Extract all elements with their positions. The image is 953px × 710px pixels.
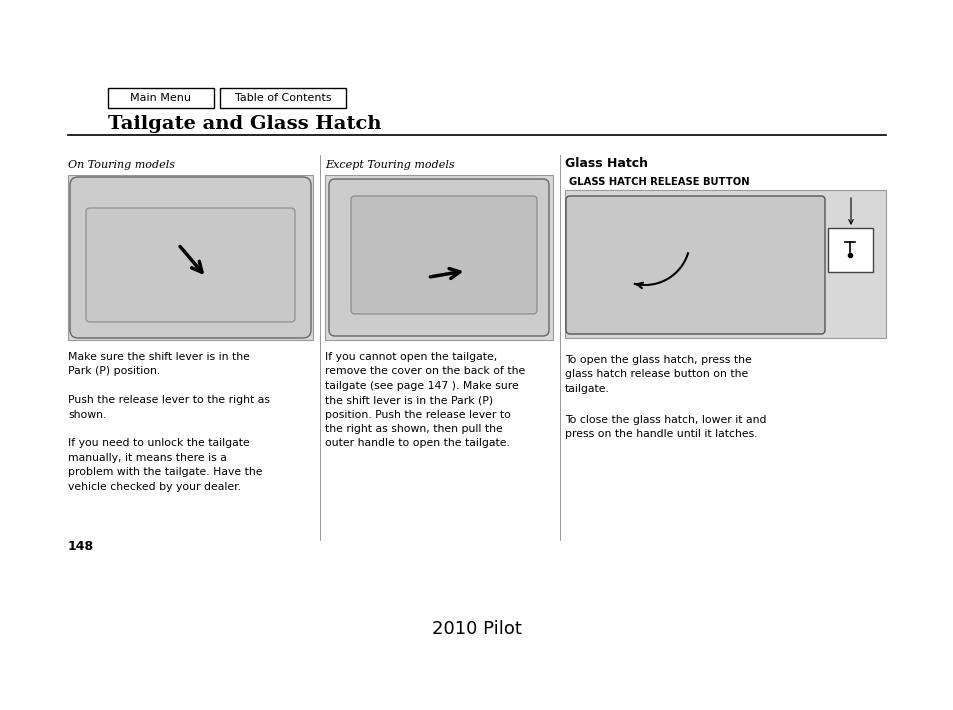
Bar: [325, 175, 553, 340]
FancyBboxPatch shape: [86, 208, 294, 322]
Text: 2010 Pilot: 2010 Pilot: [432, 620, 521, 638]
Text: Tailgate and Glass Hatch: Tailgate and Glass Hatch: [108, 115, 381, 133]
FancyBboxPatch shape: [70, 177, 311, 338]
Text: To open the glass hatch, press the
glass hatch release button on the
tailgate.: To open the glass hatch, press the glass…: [564, 355, 751, 394]
Bar: [108, 88, 213, 108]
Text: Main Menu: Main Menu: [131, 93, 192, 103]
Bar: [220, 88, 346, 108]
FancyBboxPatch shape: [565, 196, 824, 334]
Bar: [68, 175, 313, 340]
FancyBboxPatch shape: [329, 179, 548, 336]
Text: GLASS HATCH RELEASE BUTTON: GLASS HATCH RELEASE BUTTON: [568, 177, 749, 187]
Bar: [827, 228, 872, 272]
Text: Except Touring models: Except Touring models: [325, 160, 455, 170]
Text: Make sure the shift lever is in the
Park (P) position.

Push the release lever t: Make sure the shift lever is in the Park…: [68, 352, 270, 491]
Text: Glass Hatch: Glass Hatch: [564, 157, 647, 170]
Text: If you cannot open the tailgate,
remove the cover on the back of the
tailgate (s: If you cannot open the tailgate, remove …: [325, 352, 525, 449]
Text: To close the glass hatch, lower it and
press on the handle until it latches.: To close the glass hatch, lower it and p…: [564, 415, 765, 439]
FancyBboxPatch shape: [351, 196, 537, 314]
Text: On Touring models: On Touring models: [68, 160, 174, 170]
Bar: [564, 190, 885, 338]
Text: Table of Contents: Table of Contents: [234, 93, 331, 103]
Text: 148: 148: [68, 540, 94, 553]
